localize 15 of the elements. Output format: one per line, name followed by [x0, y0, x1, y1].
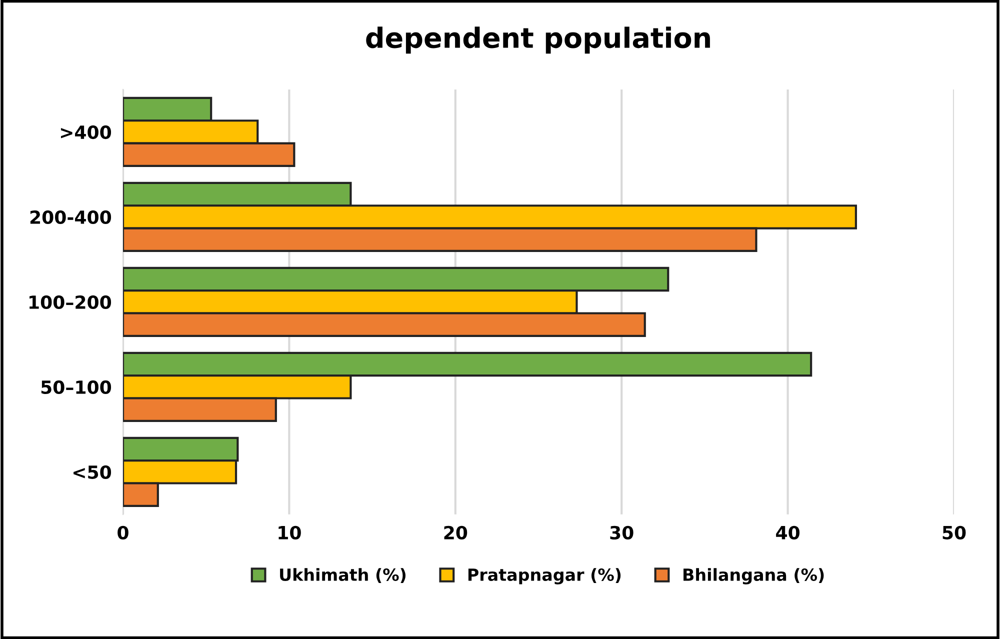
legend-label: Pratapnagar (%) — [468, 568, 621, 584]
y-tick-label: 100–200 — [30, 295, 112, 310]
x-tick-label: 10 — [278, 526, 301, 540]
y-tick-label: 50–100 — [41, 380, 112, 394]
y-tick-label: >400 — [60, 125, 112, 140]
chart-title: dependent population — [366, 26, 710, 54]
x-tick-label: 30 — [610, 526, 634, 540]
x-tick-label: 20 — [444, 526, 468, 540]
y-tick-label: 200-400 — [30, 210, 112, 224]
x-tick-label: 50 — [942, 526, 966, 540]
x-tick-label: 40 — [776, 526, 800, 540]
x-tick-label: 0 — [118, 526, 128, 540]
legend-label: Ukhimath (%) — [280, 568, 406, 583]
y-tick-label: <50 — [74, 465, 112, 480]
legend-label: Bhilangana (%) — [684, 568, 824, 584]
